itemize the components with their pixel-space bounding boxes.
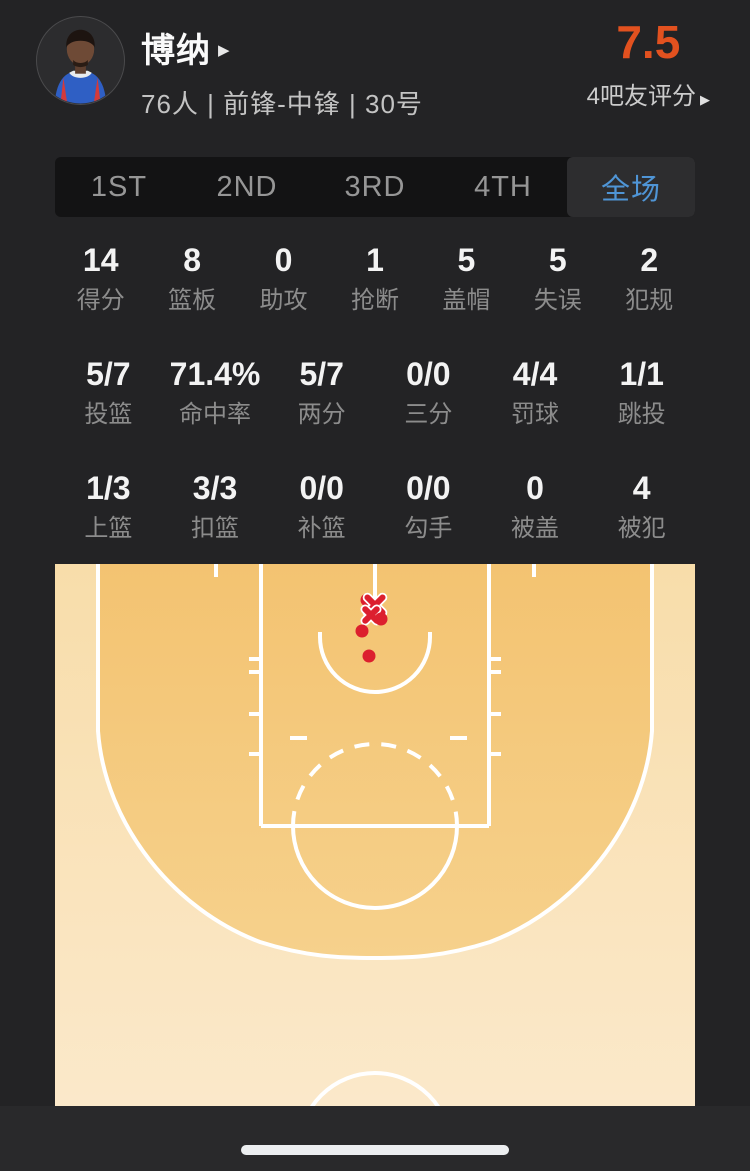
player-name: 博纳 [141, 32, 211, 70]
stat-fg: 5/7 投篮 [55, 354, 162, 430]
stat-hookshot: 0/0 勾手 [375, 468, 482, 544]
three-point-area [98, 564, 652, 958]
home-indicator[interactable] [241, 1145, 509, 1155]
tab-full-game[interactable]: 全场 [567, 157, 695, 217]
stat-value: 4/4 [512, 356, 558, 392]
stat-value: 3/3 [192, 470, 238, 506]
player-team-position: 76人 | 前锋-中锋 | 30号 [141, 89, 423, 119]
rating-block[interactable]: 7.5 4吧友评分 ▶ [587, 16, 710, 111]
court-svg [96, 564, 654, 1122]
rating-caption-text: 4吧友评分 [586, 83, 696, 110]
stat-value: 0/0 [406, 356, 451, 392]
lane-lines [259, 564, 491, 826]
stat-label: 补篮 [297, 515, 346, 542]
stat-value: 71.4% [169, 356, 261, 392]
bottom-system-bar [0, 1106, 750, 1171]
stat-value: 1 [366, 242, 384, 278]
stat-label: 犯规 [625, 287, 674, 314]
three-point-line [96, 564, 654, 961]
tab-1st[interactable]: 1ST [90, 170, 148, 203]
player-info: 博纳 ▶ 76人 | 前锋-中锋 | 30号 [125, 16, 587, 121]
stat-value: 14 [82, 242, 119, 278]
stat-turnovers: 5 失误 [512, 240, 603, 316]
stat-label: 扣篮 [191, 515, 239, 542]
player-portrait-image [37, 17, 124, 104]
stat-value: 4 [632, 470, 651, 506]
made-shot-marker [374, 612, 388, 626]
period-tabbar: 1ST 2ND 3RD 4TH 全场 [55, 157, 695, 217]
rating-score: 7.5 [616, 16, 681, 68]
stat-putback: 0/0 补篮 [268, 468, 375, 544]
stats-row-detail: 1/3 上篮 3/3 扣篮 0/0 补篮 0/0 勾手 0 被盖 4 被犯 [55, 468, 695, 544]
made-shot-marker [362, 649, 376, 663]
stat-label: 得分 [76, 287, 125, 314]
stat-2pt: 5/7 两分 [268, 354, 375, 430]
tab-4th[interactable]: 4TH [474, 170, 532, 203]
chevron-right-icon: ▶ [700, 92, 710, 107]
player-name-link[interactable]: 博纳 ▶ [141, 23, 587, 72]
stat-value: 0 [526, 470, 544, 506]
free-throw-circle-solid [291, 825, 459, 910]
stat-label: 盖帽 [442, 287, 491, 314]
stat-fouled: 4 被犯 [588, 468, 695, 544]
chevron-right-icon: ▶ [218, 41, 230, 59]
stat-label: 勾手 [404, 515, 453, 542]
baseline-ticks [214, 564, 536, 577]
shot-chart [55, 564, 695, 1122]
stat-label: 跳投 [617, 401, 666, 428]
stats-row-basic: 14 得分 8 篮板 0 助攻 1 抢断 5 盖帽 5 失误 2 犯规 [55, 240, 695, 316]
stat-value: 0/0 [406, 470, 451, 506]
stat-value: 5 [548, 242, 567, 278]
player-header: 博纳 ▶ 76人 | 前锋-中锋 | 30号 7.5 4吧友评分 ▶ [0, 0, 750, 121]
tab-2nd[interactable]: 2ND [216, 170, 278, 203]
stat-rebounds: 8 篮板 [146, 240, 237, 316]
shot-markers [355, 592, 388, 663]
stat-got-blocked: 0 被盖 [482, 468, 589, 544]
stat-fouls: 2 犯规 [604, 240, 695, 316]
stat-fg-pct: 71.4% 命中率 [162, 354, 269, 430]
stat-points: 14 得分 [55, 240, 146, 316]
stats-panel: 14 得分 8 篮板 0 助攻 1 抢断 5 盖帽 5 失误 2 犯规 5/7 [55, 240, 695, 544]
stat-label: 上篮 [84, 515, 133, 542]
stat-label: 两分 [297, 401, 346, 428]
stat-dunk: 3/3 扣篮 [162, 468, 269, 544]
stat-jumpshot: 1/1 跳投 [588, 354, 695, 430]
lane-hash-marks [249, 657, 501, 756]
stat-value: 5/7 [299, 356, 344, 392]
stat-assists: 0 助攻 [238, 240, 329, 316]
stat-value: 5 [457, 242, 476, 278]
stat-value: 0/0 [299, 470, 344, 506]
stat-value: 5/7 [86, 356, 131, 392]
stat-blocks: 5 盖帽 [421, 240, 512, 316]
restricted-area-arc [318, 632, 432, 694]
stat-value: 8 [183, 242, 202, 278]
free-throw-circle-dashed [291, 742, 459, 827]
stat-value: 1/3 [86, 470, 131, 506]
center-circle [301, 1071, 449, 1122]
stat-layup: 1/3 上篮 [55, 468, 162, 544]
made-shot-marker [355, 624, 369, 638]
stat-label: 抢断 [350, 287, 399, 314]
player-avatar[interactable] [36, 16, 125, 105]
stats-row-shooting: 5/7 投篮 71.4% 命中率 5/7 两分 0/0 三分 4/4 罚球 1/… [55, 354, 695, 430]
stat-value: 1/1 [619, 356, 664, 392]
stat-label: 篮板 [168, 287, 217, 314]
stat-value: 0 [274, 242, 293, 278]
stat-label: 命中率 [179, 401, 251, 428]
stat-label: 被犯 [617, 515, 666, 542]
court-lines [96, 564, 654, 1122]
stat-label: 助攻 [259, 287, 308, 314]
tab-3rd[interactable]: 3RD [344, 170, 406, 203]
stat-label: 投篮 [84, 401, 133, 428]
stat-3pt: 0/0 三分 [375, 354, 482, 430]
stat-label: 被盖 [511, 515, 560, 542]
stat-label: 罚球 [511, 401, 560, 428]
stat-label: 三分 [404, 401, 453, 428]
stat-label: 失误 [533, 287, 582, 314]
stat-steals: 1 抢断 [329, 240, 420, 316]
rating-caption: 4吧友评分 ▶ [587, 76, 710, 111]
stat-value: 2 [640, 242, 659, 278]
stat-ft: 4/4 罚球 [482, 354, 589, 430]
